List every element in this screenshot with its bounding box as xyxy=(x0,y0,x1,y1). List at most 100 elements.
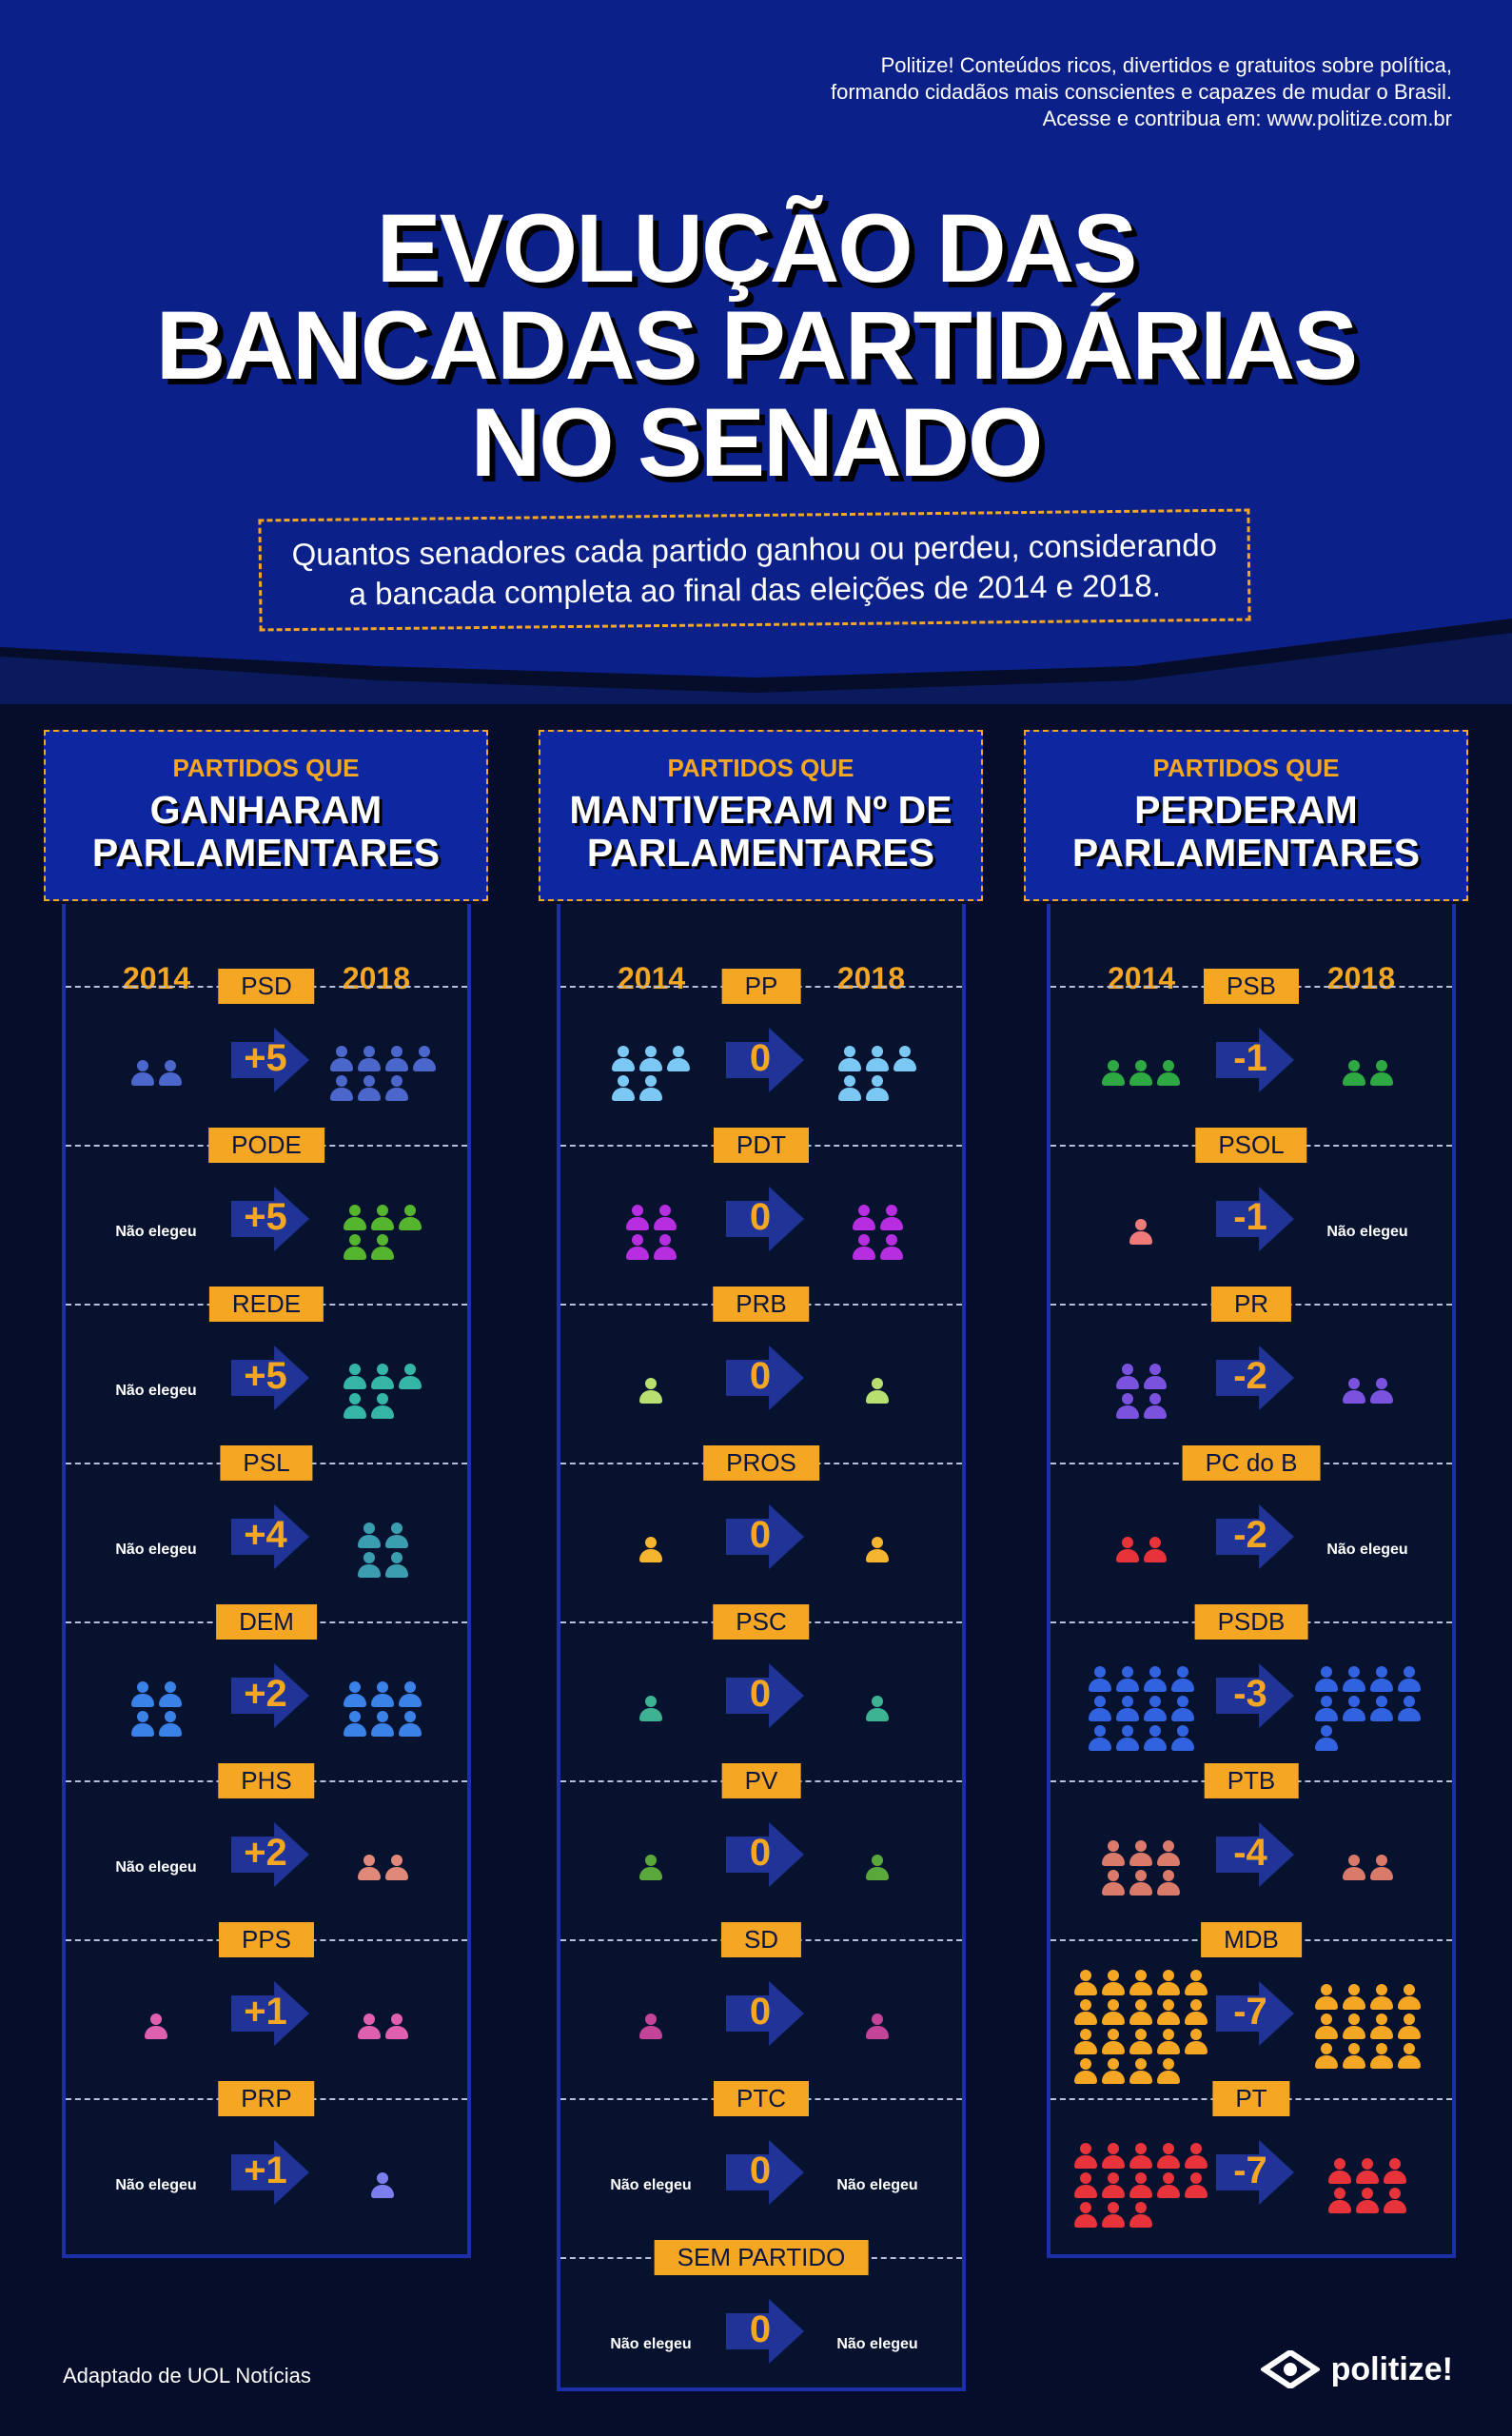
party-label: REDE xyxy=(208,1287,324,1322)
senator-icon xyxy=(1129,1219,1152,1246)
party-row: PT -7 xyxy=(1051,2079,1452,2238)
senator-icon xyxy=(1314,2014,1338,2040)
seats-2014 xyxy=(579,1830,722,1906)
seats-2014-senators xyxy=(130,1680,182,1738)
seats-2014 xyxy=(579,1035,722,1111)
politize-logo: politize! xyxy=(1260,2350,1453,2388)
column-kicker: PARTIDOS QUE xyxy=(172,754,360,782)
senator-icon xyxy=(1129,2202,1152,2229)
senator-icon xyxy=(357,1522,381,1549)
party-row: PDT 0 xyxy=(560,1126,962,1285)
senator-icon xyxy=(344,1392,366,1420)
senator-icon xyxy=(1157,2028,1180,2055)
not-elected-text: Não elegeu xyxy=(610,2336,692,2352)
title-line-2: BANCADAS PARTIDÁRIAS xyxy=(155,291,1358,400)
senator-icon xyxy=(1074,1969,1097,1996)
party-label: DEM xyxy=(216,1604,317,1640)
senator-icon xyxy=(384,1855,408,1881)
senator-icon xyxy=(399,1363,422,1390)
seats-2018 xyxy=(806,1035,949,1111)
senator-icon xyxy=(1088,1725,1111,1752)
seats-2018-senators xyxy=(1314,1666,1421,1752)
seats-2018-senators xyxy=(1342,1378,1393,1405)
seats-2014 xyxy=(579,1194,722,1270)
seats-2018 xyxy=(1296,1353,1439,1429)
seats-2014 xyxy=(85,1035,227,1111)
party-label: PT xyxy=(1212,2081,1290,2116)
senator-icon xyxy=(412,1045,436,1072)
seats-2014 xyxy=(579,1671,722,1747)
seat-change: -7 xyxy=(1233,1991,1267,2033)
column-title: GANHARAM PARLAMENTARES xyxy=(46,789,486,874)
seat-change: -1 xyxy=(1233,1196,1267,1238)
seats-2014 xyxy=(1070,1035,1212,1111)
senator-icon xyxy=(1102,2202,1125,2229)
party-label: PTC xyxy=(714,2081,809,2116)
seat-change: 0 xyxy=(749,1514,772,1556)
senator-icon xyxy=(1397,2043,1421,2070)
column-title-line: PARLAMENTARES xyxy=(1071,831,1421,874)
seats-2018 xyxy=(311,1989,454,2065)
not-elected-text: Não elegeu xyxy=(610,2177,692,2193)
seat-change: -4 xyxy=(1233,1832,1267,1874)
column-heading-1: PARTIDOS QUE GANHARAM PARLAMENTARES xyxy=(44,730,488,901)
party-row: PTC Não elegeu 0 Não elegeu xyxy=(560,2079,962,2238)
column-title: MANTIVERAM Nº DE PARLAMENTARES xyxy=(540,789,981,874)
senator-icon xyxy=(866,1045,889,1072)
seats-2014 xyxy=(579,1989,722,2065)
seats-2018 xyxy=(311,1035,454,1111)
seats-2014-senators xyxy=(1115,1363,1167,1420)
tagline-line-1: Politize! Conteúdos ricos, divertidos e … xyxy=(880,53,1452,77)
column-kicker: PARTIDOS QUE xyxy=(1152,754,1340,782)
seats-2018 xyxy=(1296,2148,1439,2224)
seats-2018 xyxy=(1296,1984,1439,2069)
senator-icon xyxy=(384,1522,408,1549)
senator-icon xyxy=(1074,2057,1097,2085)
senator-icon xyxy=(612,1045,635,1072)
senator-icon xyxy=(639,1696,662,1722)
senator-icon xyxy=(1115,1696,1139,1722)
seats-2014 xyxy=(1070,1969,1212,2084)
not-elected-text: Não elegeu xyxy=(115,1859,197,1876)
senator-icon xyxy=(1185,2143,1208,2170)
party-row: PROS 0 xyxy=(560,1444,962,1602)
party-row: PV 0 xyxy=(560,1761,962,1920)
party-label: PC do B xyxy=(1182,1445,1321,1481)
party-row: PSC 0 xyxy=(560,1602,962,1761)
senator-icon xyxy=(1397,1666,1421,1693)
senator-icon xyxy=(838,1045,861,1072)
senator-icon xyxy=(357,1045,381,1072)
senator-icon xyxy=(357,1551,381,1579)
senator-icon xyxy=(344,1204,366,1231)
seats-2018-senators xyxy=(866,1696,889,1722)
party-label: PHS xyxy=(218,1763,315,1798)
senator-icon xyxy=(1185,1998,1208,2026)
party-row: PRP Não elegeu +1 xyxy=(66,2079,467,2238)
party-label: PP xyxy=(721,969,801,1004)
senator-icon xyxy=(371,1233,394,1261)
party-row: PSOL -1 Não elegeu xyxy=(1051,1126,1452,1285)
senator-icon xyxy=(1115,1725,1139,1752)
seats-2014 xyxy=(1070,1830,1212,1906)
senator-icon xyxy=(399,1204,422,1231)
seats-2018 xyxy=(311,2148,454,2224)
senator-icon xyxy=(1102,1869,1125,1896)
seats-2014-senators xyxy=(639,2014,662,2040)
seat-change: +5 xyxy=(244,1196,287,1238)
seats-2018: Não elegeu xyxy=(1296,1512,1439,1588)
column-heading-3: PARTIDOS QUE PERDERAM PARLAMENTARES xyxy=(1024,730,1468,901)
senator-icon xyxy=(130,1680,154,1708)
seat-change: 0 xyxy=(749,1037,772,1079)
senator-icon xyxy=(1369,1060,1393,1087)
senator-icon xyxy=(653,1204,677,1231)
seats-2014-not-elected: Não elegeu xyxy=(115,1224,196,1241)
party-label: PSL xyxy=(220,1445,313,1481)
party-row: MDB -7 xyxy=(1051,1920,1452,2084)
seat-change: +2 xyxy=(244,1832,287,1874)
seats-2018 xyxy=(311,1353,454,1429)
seats-2014: Não elegeu xyxy=(85,1353,227,1429)
senator-icon xyxy=(866,1696,889,1722)
seat-change: +1 xyxy=(244,2150,287,2191)
not-elected-text: Não elegeu xyxy=(836,2177,918,2193)
seats-2018 xyxy=(1296,1035,1439,1111)
